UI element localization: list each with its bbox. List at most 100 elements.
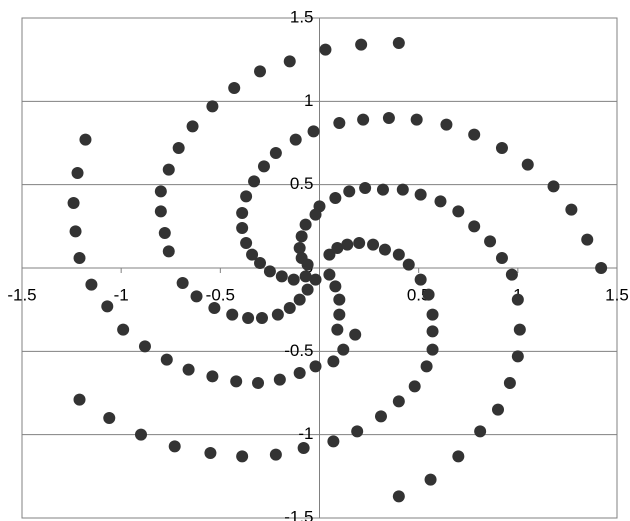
point: [351, 425, 364, 438]
point: [71, 167, 84, 179]
point: [337, 343, 350, 356]
point: [271, 308, 284, 321]
point: [204, 447, 217, 459]
point: [162, 245, 175, 258]
point: [101, 300, 114, 313]
point: [236, 207, 249, 219]
point: [307, 125, 320, 138]
point: [333, 308, 346, 321]
point: [299, 270, 312, 283]
point: [327, 435, 340, 448]
point: [117, 323, 130, 336]
point: [323, 248, 336, 261]
point: [392, 395, 405, 408]
y-tick-label: 0.5: [290, 174, 314, 193]
point: [323, 268, 336, 281]
point: [547, 180, 560, 193]
point: [138, 340, 151, 353]
point: [299, 218, 312, 231]
point: [254, 257, 266, 269]
point: [392, 490, 405, 503]
point: [565, 203, 578, 216]
point: [208, 302, 221, 314]
point: [426, 308, 439, 321]
point: [158, 227, 171, 239]
point: [414, 188, 427, 201]
point: [236, 222, 249, 234]
point: [333, 117, 346, 129]
point: [422, 288, 435, 301]
point: [206, 370, 219, 383]
point: [293, 293, 306, 306]
point: [511, 350, 524, 363]
point: [230, 375, 243, 388]
point: [269, 147, 282, 159]
y-tick-label: -0.5: [284, 341, 313, 360]
point: [73, 252, 86, 264]
point: [329, 192, 342, 204]
point: [376, 183, 389, 196]
point: [85, 278, 98, 291]
point: [246, 248, 259, 261]
point: [492, 403, 504, 416]
point: [426, 343, 439, 356]
point: [255, 312, 268, 324]
point: [154, 205, 167, 218]
point: [79, 133, 92, 146]
point: [333, 293, 346, 306]
point: [420, 360, 433, 373]
point: [396, 183, 409, 196]
point: [495, 252, 508, 264]
point: [349, 328, 362, 341]
point: [160, 353, 173, 366]
point: [283, 55, 296, 68]
point: [410, 113, 423, 126]
point: [505, 268, 518, 281]
point: [495, 142, 508, 154]
point: [301, 283, 314, 296]
point: [329, 280, 342, 293]
point: [357, 113, 370, 126]
point: [513, 323, 526, 336]
point: [343, 185, 356, 198]
point: [240, 237, 253, 249]
point: [474, 425, 487, 438]
point: [182, 363, 195, 376]
point: [252, 377, 265, 389]
x-tick-label: 1.5: [605, 285, 629, 304]
point: [273, 373, 286, 386]
point: [135, 428, 147, 441]
point: [293, 367, 306, 379]
point: [434, 195, 447, 208]
point: [240, 190, 253, 203]
point: [275, 270, 288, 283]
point: [228, 82, 241, 94]
point: [327, 355, 340, 368]
point: [331, 242, 344, 254]
y-tick-label: 1: [304, 91, 313, 110]
x-tick-label: -0.5: [206, 285, 235, 304]
point: [287, 273, 300, 286]
point: [172, 142, 185, 154]
y-tick-label: 1.5: [290, 7, 314, 26]
point: [353, 237, 366, 249]
x-tick-label: -1.5: [7, 285, 36, 304]
point: [248, 175, 261, 188]
point: [319, 43, 332, 56]
point: [168, 440, 181, 453]
point: [190, 290, 203, 303]
point: [355, 38, 368, 51]
point: [154, 185, 167, 198]
point: [295, 230, 308, 243]
point: [402, 258, 415, 271]
point: [73, 393, 86, 406]
point: [414, 273, 427, 286]
point: [269, 448, 282, 461]
point: [392, 248, 405, 261]
point: [484, 235, 497, 248]
point: [254, 65, 266, 78]
point: [301, 258, 314, 271]
point: [424, 473, 437, 486]
point: [341, 238, 354, 251]
y-tick-label: -1: [298, 424, 313, 443]
